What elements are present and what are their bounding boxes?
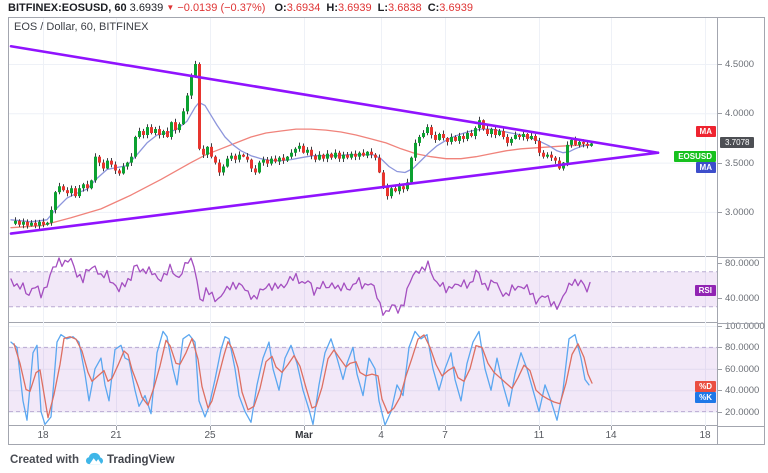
created-with-label: Created with	[10, 454, 80, 466]
time-axis-label: 4	[378, 430, 384, 441]
ohlc-value: 3.6838	[388, 2, 422, 14]
time-axis-label: 14	[605, 430, 617, 441]
ohlc-value: 3.6934	[286, 2, 321, 14]
price-axis[interactable]: 3.7078 4.5000 4.0000 3.5000 3.0000 80.0000 40…	[718, 18, 765, 446]
symbol-price-badge: EOSUSD	[674, 151, 716, 162]
rsi-panel[interactable]: RSI	[9, 257, 718, 323]
axis-tick	[718, 368, 722, 370]
candlestick-series	[14, 60, 593, 230]
stoch-d-line	[13, 334, 593, 419]
price-axis-label: 80.0000	[725, 258, 760, 269]
panel-separator	[718, 323, 764, 324]
price-axis-label: 40.0000	[725, 385, 760, 397]
ohlc-label: C:	[427, 2, 440, 14]
time-axis-label: Mar	[295, 430, 313, 441]
rsi-badge: RSI	[694, 285, 716, 296]
triangle-pattern[interactable]	[9, 44, 660, 235]
current-price-badge: 3.7078	[720, 137, 755, 148]
price-axis-label: 3.5000	[725, 157, 755, 169]
price-change: −0.0139 (−0.37%)	[177, 2, 266, 14]
axis-tick	[718, 64, 722, 65]
stoch-k-badge: %K	[695, 392, 716, 403]
axis-tick	[718, 263, 722, 264]
time-axis[interactable]: 18 21 25 Mar 4 7 11 14 18	[9, 426, 718, 444]
tradingview-brand[interactable]: TradingView	[107, 454, 175, 466]
ohlc-label: H:	[326, 2, 338, 14]
price-axis-label: 3.0000	[725, 206, 755, 218]
time-tick	[445, 426, 446, 430]
panel-separator	[718, 426, 764, 427]
price-down-arrow-icon: ▼	[166, 3, 175, 12]
price-axis-label: 20.0000	[725, 406, 760, 418]
ohlc-values: O:3.6934 H:3.6939 L:3.6838 C:3.6939	[268, 2, 472, 14]
ohlc-label: L:	[377, 2, 389, 14]
time-tick	[705, 426, 706, 430]
axis-tick	[718, 390, 722, 392]
time-tick	[381, 426, 382, 430]
chart-title: EOS / Dollar, 60, BITFINEX	[14, 21, 149, 33]
ma-slow-line	[10, 128, 592, 229]
price-axis-label: 4.5000	[725, 59, 755, 70]
axis-tick	[718, 211, 722, 213]
time-tick	[611, 426, 612, 430]
symbol-legend: BITFINEX:EOSUSD, 60 3.6939 ▼ −0.0139 (−0…	[8, 2, 473, 14]
axis-tick	[718, 326, 722, 327]
stoch-d-badge: %D	[695, 381, 716, 392]
time-axis-label: 18	[37, 430, 49, 441]
axis-tick	[718, 411, 722, 413]
price-axis-label: 4.0000	[725, 108, 755, 120]
attribution: Created with TradingView	[10, 452, 175, 468]
time-tick	[43, 426, 44, 430]
price-axis-label: 40.0000	[725, 293, 760, 304]
main-price-panel[interactable]: EOS / Dollar, 60, BITFINEX MA EOSUSD MA	[9, 18, 718, 257]
ohlc-value: 3.6939	[337, 2, 372, 14]
ma-blue-badge: MA	[695, 162, 716, 173]
time-axis-label: 18	[699, 430, 711, 441]
ohlc-value: 3.6939	[439, 2, 473, 14]
axis-tick	[718, 162, 722, 164]
time-axis-label: 25	[204, 430, 216, 441]
price-axis-label: 60.0000	[725, 363, 760, 375]
price-axis-label: 100.0000	[725, 321, 765, 332]
last-price: 3.6939	[129, 2, 164, 14]
time-tick	[210, 426, 211, 430]
axis-tick	[718, 298, 722, 299]
rsi-line	[10, 257, 591, 316]
panel-separator	[718, 257, 764, 258]
chart-frame: EOS / Dollar, 60, BITFINEX MA EOSUSD MA …	[8, 17, 765, 445]
time-tick	[539, 426, 540, 430]
ma-red-badge: MA	[695, 126, 716, 137]
trendline-upper	[9, 44, 660, 155]
time-axis-label: 21	[110, 430, 122, 441]
axis-tick	[718, 113, 722, 115]
ohlc-label: O:	[274, 2, 287, 14]
axis-tick	[718, 347, 722, 349]
stochastic-panel[interactable]: %D %K	[9, 323, 718, 426]
tradingview-logo-icon	[86, 452, 104, 468]
time-tick	[304, 426, 305, 430]
time-axis-label: 7	[442, 430, 448, 441]
symbol-name[interactable]: BITFINEX:EOSUSD, 60	[8, 2, 127, 14]
price-axis-label: 80.0000	[725, 342, 760, 354]
time-tick	[116, 426, 117, 430]
trendline-lower	[9, 151, 660, 235]
time-axis-label: 11	[533, 430, 545, 441]
